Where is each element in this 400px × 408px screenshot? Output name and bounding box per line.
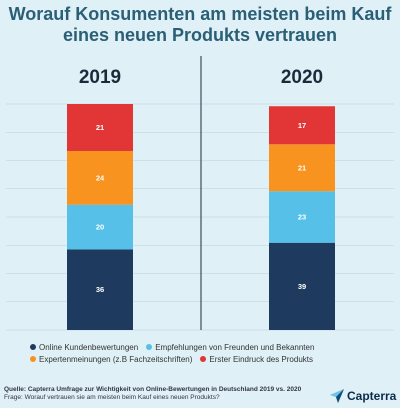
legend-label: Empfehlungen von Freunden und Bekannten — [155, 343, 315, 352]
category-label-2020: 2020 — [281, 67, 323, 88]
question-line: Frage: Worauf vertrauen sie am meisten b… — [4, 394, 220, 401]
capterra-logo-text: Capterra — [347, 389, 397, 403]
bar-2020-erster-eindruck-des-produkts — [269, 106, 335, 145]
legend-item-erster-eindruck-des-produkts: Erster Eindruck des Produkts — [200, 354, 313, 366]
bar-2020-expertenmeinungen-z-b-fachzeitschriften — [269, 144, 335, 192]
bar-2020-empfehlungen-von-freunden-und-bekannten — [269, 191, 335, 243]
legend: Online Kundenbewertungen Empfehlungen von… — [30, 342, 380, 366]
legend-label: Online Kundenbewertungen — [39, 343, 139, 352]
legend-label: Erster Eindruck des Produkts — [209, 355, 314, 364]
data-label-2020-expertenmeinungen-z-b-fachzeitschriften: 21 — [298, 163, 306, 172]
data-label-2019-online-kundenbewertungen: 36 — [96, 285, 104, 294]
stacked-bar-chart: 2019 36 20 24 21 2020 39 23 21 17 — [6, 56, 394, 331]
chart-title-line-1: Worauf Konsumenten am meisten beim Kauf — [8, 4, 392, 24]
data-label-2019-erster-eindruck-des-produkts: 21 — [96, 123, 104, 132]
legend-swatch — [146, 343, 153, 350]
data-label-2019-empfehlungen-von-freunden-und-bekannten: 20 — [96, 223, 104, 232]
chart-title: Worauf Konsumenten am meisten beim Kauf … — [0, 4, 400, 46]
legend-swatch — [30, 355, 36, 362]
capterra-logo-icon — [330, 389, 344, 403]
legend-swatch — [30, 343, 36, 350]
capterra-logo: Capterra — [330, 388, 396, 404]
source-line: Quelle: Capterra Umfrage zur Wichtigkeit… — [4, 386, 302, 393]
legend-item-empfehlungen-von-freunden-und-bekannten: Empfehlungen von Freunden und Bekannten — [146, 342, 314, 354]
data-label-2019-expertenmeinungen-z-b-fachzeitschriften: 24 — [96, 173, 105, 182]
data-label-2020-online-kundenbewertungen: 39 — [298, 282, 306, 291]
legend-item-online-kundenbewertungen: Online Kundenbewertungen — [30, 342, 138, 354]
legend-swatch — [200, 355, 207, 362]
chart-title-line-2: eines neuen Produkts vertrauen — [62, 25, 338, 45]
source-note: Quelle: Capterra Umfrage zur Wichtigkeit… — [4, 386, 324, 402]
category-label-2019: 2019 — [79, 67, 121, 88]
bar-2019-online-kundenbewertungen — [67, 249, 133, 330]
bar-2019-expertenmeinungen-z-b-fachzeitschriften — [67, 150, 133, 205]
bar-2020-online-kundenbewertungen — [269, 242, 335, 330]
bar-2019-empfehlungen-von-freunden-und-bekannten — [67, 204, 133, 250]
legend-item-expertenmeinungen-z-b-fachzeitschriften: Expertenmeinungen (z.B Fachzeitschriften… — [30, 354, 192, 366]
data-label-2020-empfehlungen-von-freunden-und-bekannten: 23 — [298, 213, 306, 222]
bar-2019-erster-eindruck-des-produkts — [67, 104, 133, 151]
data-label-2020-erster-eindruck-des-produkts: 17 — [298, 121, 306, 130]
legend-label: Expertenmeinungen (z.B Fachzeitschriften… — [39, 355, 193, 364]
